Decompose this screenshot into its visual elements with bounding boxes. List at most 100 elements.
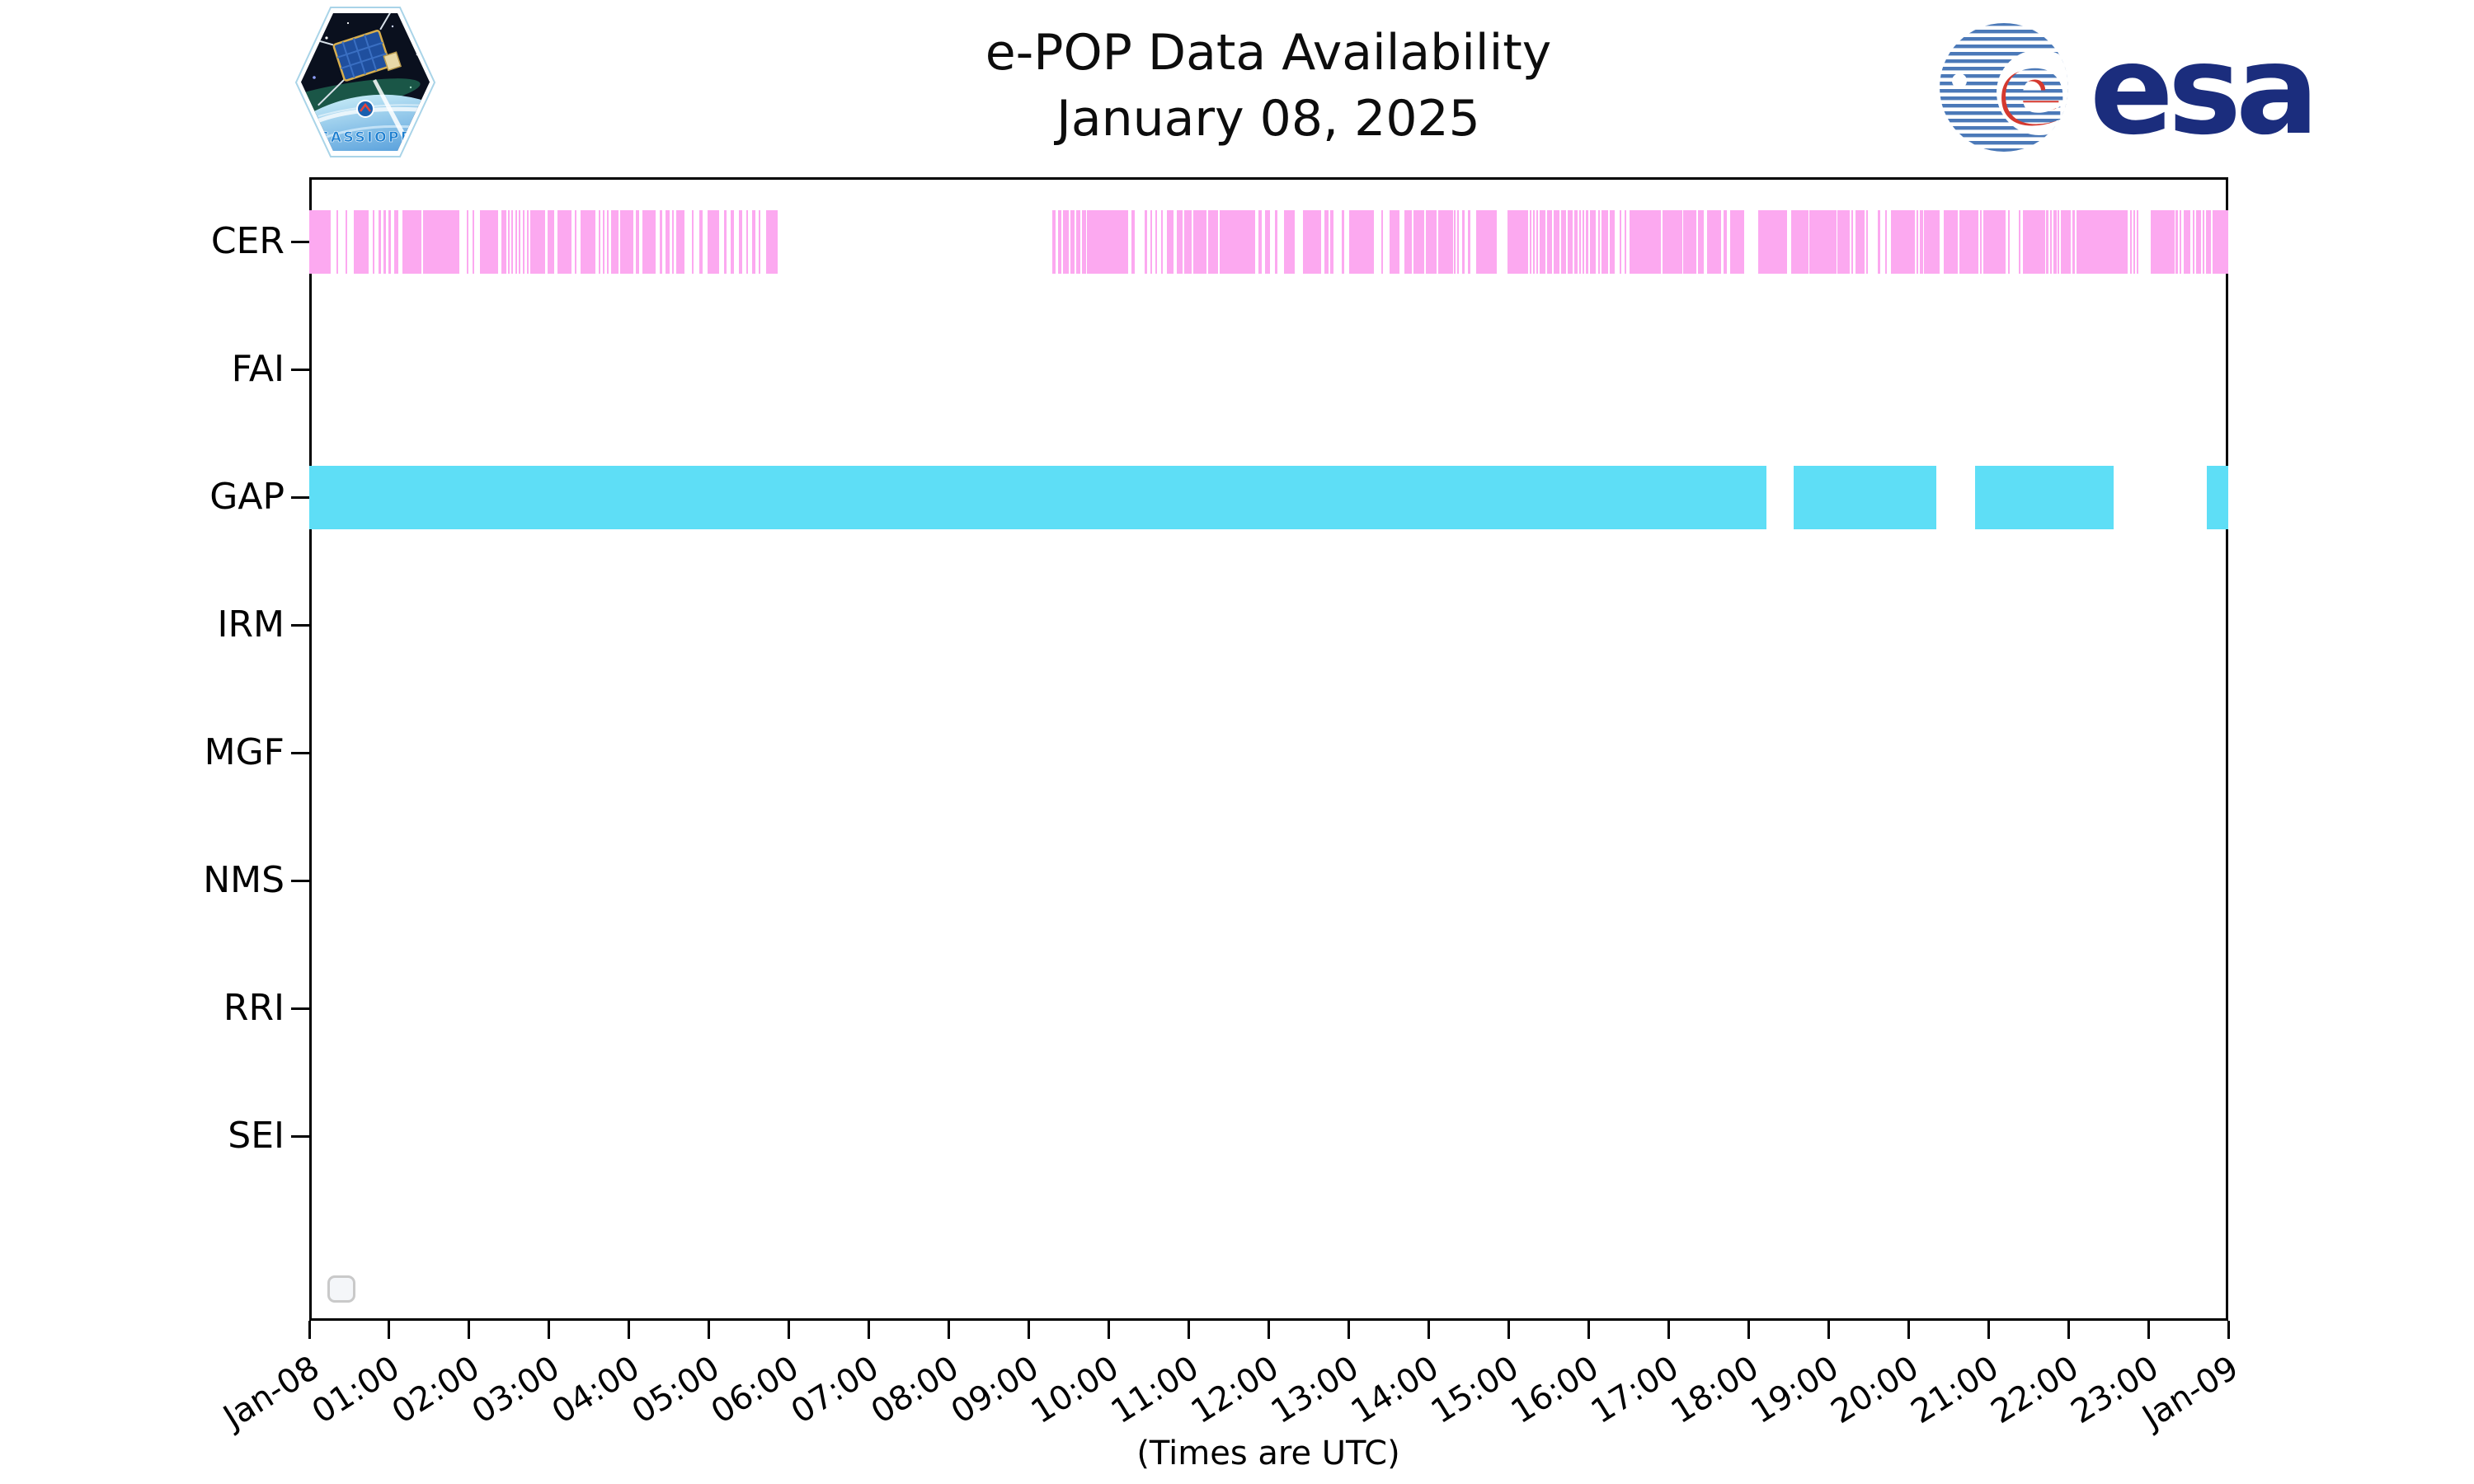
availability-band-CER bbox=[1578, 209, 1581, 274]
availability-band-CER bbox=[752, 209, 755, 274]
x-tick-label-03:00: 03:00 bbox=[465, 1349, 567, 1432]
plot-area bbox=[309, 177, 2228, 1321]
x-tick-label-01:00: 01:00 bbox=[305, 1349, 407, 1432]
availability-band-CER bbox=[388, 209, 391, 274]
availability-band-CER bbox=[699, 209, 703, 274]
availability-band-CER bbox=[1983, 209, 2006, 274]
availability-band-CER bbox=[354, 209, 369, 274]
x-tick-13:00 bbox=[1347, 1321, 1350, 1339]
availability-band-CER bbox=[1389, 209, 1400, 274]
availability-band-CER bbox=[1283, 209, 1296, 274]
x-tick-Jan-09 bbox=[2227, 1321, 2230, 1339]
availability-band-CER bbox=[2183, 209, 2191, 274]
availability-band-CER bbox=[1413, 209, 1424, 274]
availability-band-CER bbox=[599, 209, 600, 274]
availability-band-CER bbox=[602, 209, 604, 274]
figure-title-line2: January 08, 2025 bbox=[1056, 90, 1480, 148]
availability-band-CER bbox=[610, 209, 619, 274]
availability-band-CER bbox=[522, 209, 524, 274]
availability-band-CER bbox=[1341, 209, 1344, 274]
availability-band-CER bbox=[1590, 209, 1597, 274]
x-tick-label-Jan-08: Jan-08 bbox=[217, 1349, 327, 1437]
availability-band-CER bbox=[1856, 209, 1865, 274]
availability-band-CER bbox=[2193, 209, 2195, 274]
x-tick-06:00 bbox=[788, 1321, 791, 1339]
availability-band-CER bbox=[547, 209, 554, 274]
x-tick-14:00 bbox=[1427, 1321, 1430, 1339]
availability-band-CER bbox=[1438, 209, 1453, 274]
availability-band-CER bbox=[1706, 209, 1722, 274]
patch-beam bbox=[373, 79, 411, 145]
availability-band-CER bbox=[1075, 209, 1080, 274]
availability-band-CER bbox=[1457, 209, 1460, 274]
x-tick-04:00 bbox=[628, 1321, 631, 1339]
x-tick-02:00 bbox=[468, 1321, 471, 1339]
availability-band-CER bbox=[691, 209, 694, 274]
availability-band-CER bbox=[2133, 209, 2135, 274]
x-tick-label-16:00: 16:00 bbox=[1504, 1349, 1606, 1432]
x-tick-19:00 bbox=[1827, 1321, 1830, 1339]
availability-band-CER bbox=[2205, 209, 2211, 274]
availability-band-CER bbox=[467, 209, 468, 274]
y-tick-RRI bbox=[291, 1007, 309, 1010]
availability-band-CER bbox=[1131, 209, 1136, 274]
x-tick-label-10:00: 10:00 bbox=[1024, 1349, 1126, 1432]
x-tick-label-20:00: 20:00 bbox=[1824, 1349, 1926, 1432]
availability-band-CER bbox=[2008, 209, 2011, 274]
availability-band-CER bbox=[1193, 209, 1206, 274]
availability-band-CER bbox=[1609, 209, 1616, 274]
figure-title: e-POP Data Availability January 08, 2025 bbox=[985, 20, 1552, 152]
availability-band-CER bbox=[1980, 209, 1982, 274]
availability-band-CER bbox=[1167, 209, 1174, 274]
availability-band-CER bbox=[676, 209, 684, 274]
availability-band-CER bbox=[1601, 209, 1608, 274]
availability-band-CER bbox=[1425, 209, 1437, 274]
availability-band-CER bbox=[372, 209, 375, 274]
availability-band-CER bbox=[1919, 209, 1923, 274]
availability-band-CER bbox=[1160, 209, 1163, 274]
y-label-GAP: GAP bbox=[209, 476, 285, 518]
availability-band-CER bbox=[2019, 209, 2020, 274]
cassiope-mission-patch: CASSIOPE bbox=[294, 5, 437, 162]
y-tick-MGF bbox=[291, 751, 309, 754]
availability-band-CER bbox=[336, 209, 338, 274]
availability-band-CER bbox=[1662, 209, 1682, 274]
availability-band-CER bbox=[2136, 209, 2138, 274]
availability-band-GAP bbox=[1974, 465, 2114, 529]
availability-band-CER bbox=[2053, 209, 2057, 274]
y-label-NMS: NMS bbox=[203, 859, 285, 901]
availability-band-CER bbox=[515, 209, 518, 274]
availability-band-CER bbox=[1682, 209, 1697, 274]
availability-band-CER bbox=[1790, 209, 1808, 274]
esa-e-red-accent: e bbox=[1997, 34, 2063, 148]
availability-band-CER bbox=[479, 209, 498, 274]
esa-logo-graphic: e e esa bbox=[1940, 19, 2319, 162]
x-tick-07:00 bbox=[868, 1321, 871, 1339]
availability-band-CER bbox=[672, 209, 675, 274]
availability-band-CER bbox=[1081, 209, 1087, 274]
availability-band-CER bbox=[1070, 209, 1075, 274]
availability-band-CER bbox=[1258, 209, 1262, 274]
availability-band-CER bbox=[557, 209, 572, 274]
availability-band-CER bbox=[1546, 209, 1552, 274]
x-tick-22:00 bbox=[2067, 1321, 2070, 1339]
availability-band-CER bbox=[1529, 209, 1531, 274]
availability-band-CER bbox=[2076, 209, 2128, 274]
availability-band-CER bbox=[2022, 209, 2045, 274]
availability-band-CER bbox=[383, 209, 387, 274]
availability-band-CER bbox=[1264, 209, 1271, 274]
availability-band-CER bbox=[422, 209, 460, 274]
availability-band-CER bbox=[1916, 209, 1918, 274]
x-tick-label-05:00: 05:00 bbox=[625, 1349, 727, 1432]
x-tick-10:00 bbox=[1108, 1321, 1111, 1339]
availability-band-CER bbox=[2045, 209, 2048, 274]
availability-band-CER bbox=[1330, 209, 1334, 274]
availability-band-CER bbox=[379, 209, 382, 274]
availability-band-CER bbox=[1145, 209, 1148, 274]
availability-band-CER bbox=[1475, 209, 1497, 274]
availability-band-CER bbox=[765, 209, 778, 274]
availability-band-CER bbox=[724, 209, 727, 274]
y-label-MGF: MGF bbox=[204, 731, 285, 773]
x-tick-label-17:00: 17:00 bbox=[1584, 1349, 1686, 1432]
